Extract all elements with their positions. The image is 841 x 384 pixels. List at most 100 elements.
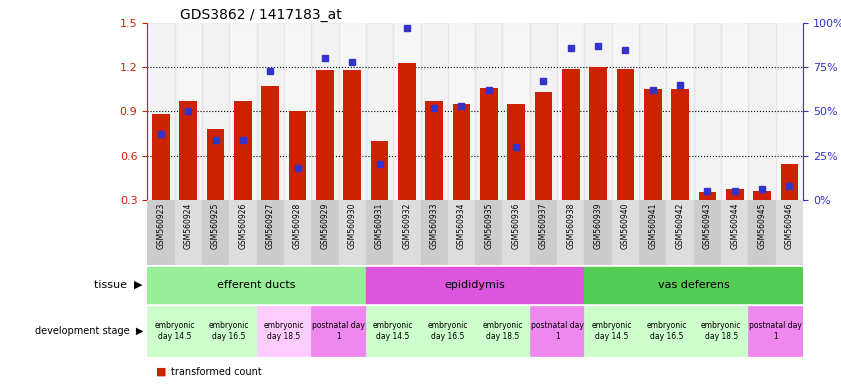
Bar bbox=[503, 200, 530, 265]
Bar bbox=[535, 92, 553, 200]
Text: GSM560930: GSM560930 bbox=[347, 203, 357, 250]
Bar bbox=[338, 200, 366, 265]
Bar bbox=[557, 23, 584, 200]
Bar bbox=[311, 23, 338, 200]
Bar bbox=[748, 200, 775, 265]
Text: embryonic
day 14.5: embryonic day 14.5 bbox=[154, 321, 195, 341]
Bar bbox=[202, 306, 257, 356]
Text: GSM560934: GSM560934 bbox=[457, 203, 466, 250]
Text: GSM560944: GSM560944 bbox=[730, 203, 739, 250]
Bar bbox=[420, 200, 447, 265]
Text: GSM560926: GSM560926 bbox=[238, 203, 247, 249]
Bar bbox=[147, 23, 174, 200]
Text: embryonic
day 14.5: embryonic day 14.5 bbox=[373, 321, 414, 341]
Bar bbox=[584, 267, 803, 303]
Bar bbox=[288, 111, 306, 200]
Text: vas deferens: vas deferens bbox=[658, 280, 730, 290]
Bar bbox=[775, 23, 803, 200]
Bar bbox=[257, 23, 283, 200]
Text: embryonic
day 14.5: embryonic day 14.5 bbox=[591, 321, 632, 341]
Bar bbox=[179, 101, 197, 200]
Bar bbox=[420, 23, 447, 200]
Bar bbox=[584, 306, 639, 356]
Text: embryonic
day 16.5: embryonic day 16.5 bbox=[646, 321, 687, 341]
Bar bbox=[475, 23, 502, 200]
Text: GSM560941: GSM560941 bbox=[648, 203, 658, 249]
Text: GSM560932: GSM560932 bbox=[402, 203, 411, 249]
Bar bbox=[775, 200, 803, 265]
Bar bbox=[229, 23, 257, 200]
Text: ■: ■ bbox=[156, 367, 166, 377]
Bar bbox=[202, 23, 229, 200]
Bar bbox=[234, 101, 251, 200]
Bar bbox=[426, 101, 443, 200]
Bar bbox=[699, 192, 717, 200]
Text: GSM560927: GSM560927 bbox=[266, 203, 275, 249]
Bar bbox=[557, 200, 584, 265]
Text: GSM560923: GSM560923 bbox=[156, 203, 166, 249]
Bar bbox=[343, 70, 361, 200]
Bar bbox=[311, 306, 366, 356]
Bar bbox=[229, 200, 257, 265]
Bar bbox=[530, 306, 584, 356]
Bar bbox=[366, 267, 584, 303]
Bar bbox=[316, 70, 334, 200]
Bar bbox=[257, 306, 311, 356]
Bar bbox=[311, 200, 338, 265]
Text: GSM560933: GSM560933 bbox=[430, 203, 439, 250]
Bar bbox=[639, 306, 694, 356]
Bar bbox=[174, 200, 202, 265]
Bar bbox=[639, 23, 666, 200]
Bar bbox=[530, 200, 557, 265]
Bar bbox=[616, 69, 634, 200]
Text: GSM560939: GSM560939 bbox=[594, 203, 603, 250]
Bar bbox=[152, 114, 170, 200]
Bar bbox=[147, 200, 174, 265]
Text: postnatal day
1: postnatal day 1 bbox=[531, 321, 584, 341]
Text: GSM560940: GSM560940 bbox=[621, 203, 630, 250]
Bar bbox=[584, 23, 611, 200]
Bar bbox=[452, 104, 470, 200]
Bar bbox=[371, 141, 389, 200]
Bar bbox=[611, 200, 639, 265]
Bar bbox=[502, 23, 530, 200]
Text: GSM560931: GSM560931 bbox=[375, 203, 384, 249]
Text: GSM560943: GSM560943 bbox=[703, 203, 712, 250]
Bar bbox=[721, 23, 748, 200]
Bar bbox=[639, 200, 666, 265]
Text: epididymis: epididymis bbox=[445, 280, 505, 290]
Bar bbox=[748, 23, 775, 200]
Bar bbox=[748, 306, 803, 356]
Text: GSM560942: GSM560942 bbox=[675, 203, 685, 249]
Bar bbox=[447, 23, 475, 200]
Bar bbox=[726, 189, 743, 200]
Text: GSM560946: GSM560946 bbox=[785, 203, 794, 250]
Bar bbox=[393, 23, 420, 200]
Bar bbox=[207, 129, 225, 200]
Bar bbox=[420, 306, 475, 356]
Bar bbox=[694, 306, 748, 356]
Text: GSM560928: GSM560928 bbox=[293, 203, 302, 249]
Bar bbox=[262, 86, 279, 200]
Bar bbox=[398, 63, 415, 200]
Bar bbox=[666, 23, 694, 200]
Text: GSM560936: GSM560936 bbox=[511, 203, 521, 250]
Text: GSM560935: GSM560935 bbox=[484, 203, 494, 250]
Text: postnatal day
1: postnatal day 1 bbox=[312, 321, 365, 341]
Bar bbox=[694, 200, 721, 265]
Bar bbox=[671, 89, 689, 200]
Bar bbox=[611, 23, 639, 200]
Text: embryonic
day 18.5: embryonic day 18.5 bbox=[482, 321, 523, 341]
Text: transformed count: transformed count bbox=[171, 367, 262, 377]
Bar bbox=[257, 200, 283, 265]
Text: embryonic
day 18.5: embryonic day 18.5 bbox=[263, 321, 304, 341]
Bar bbox=[780, 164, 798, 200]
Text: embryonic
day 18.5: embryonic day 18.5 bbox=[701, 321, 742, 341]
Bar bbox=[644, 89, 662, 200]
Text: efferent ducts: efferent ducts bbox=[217, 280, 296, 290]
Text: GSM560929: GSM560929 bbox=[320, 203, 330, 249]
Bar bbox=[562, 69, 579, 200]
Bar bbox=[366, 306, 420, 356]
Text: development stage  ▶: development stage ▶ bbox=[34, 326, 143, 336]
Text: embryonic
day 16.5: embryonic day 16.5 bbox=[427, 321, 468, 341]
